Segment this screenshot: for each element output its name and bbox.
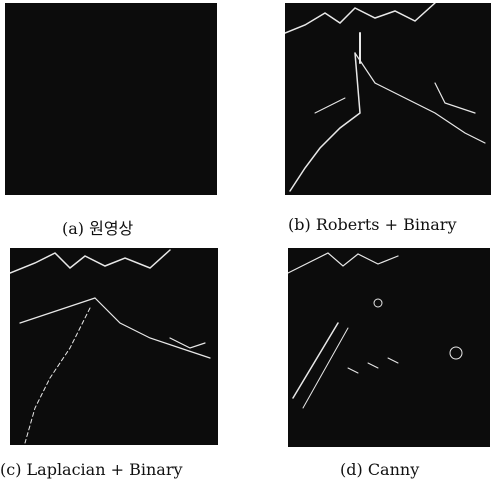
caption: (c) Laplacian + Binary: [0, 460, 183, 479]
canny-image: [288, 248, 490, 447]
figure: (a) 원영상 (b) Roberts + Binary (c) Laplaci…: [0, 0, 496, 489]
caption: (d) Canny: [340, 460, 419, 479]
caption: (b) Roberts + Binary: [288, 215, 456, 234]
caption: (a) 원영상: [62, 215, 133, 239]
original-image: [5, 3, 217, 195]
roberts-image: [285, 3, 491, 195]
laplacian-image: [10, 248, 218, 445]
